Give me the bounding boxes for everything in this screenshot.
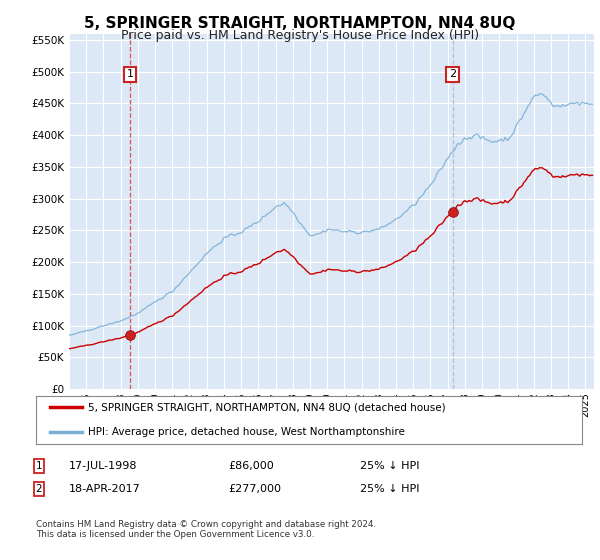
Text: Contains HM Land Registry data © Crown copyright and database right 2024.
This d: Contains HM Land Registry data © Crown c… [36,520,376,539]
Text: Price paid vs. HM Land Registry's House Price Index (HPI): Price paid vs. HM Land Registry's House … [121,29,479,42]
Text: 1: 1 [127,69,133,80]
Text: HPI: Average price, detached house, West Northamptonshire: HPI: Average price, detached house, West… [88,427,405,437]
Text: 17-JUL-1998: 17-JUL-1998 [69,461,137,471]
Text: 2: 2 [449,69,456,80]
Text: 25% ↓ HPI: 25% ↓ HPI [360,461,419,471]
Text: £86,000: £86,000 [228,461,274,471]
Text: 18-APR-2017: 18-APR-2017 [69,484,141,494]
Text: 25% ↓ HPI: 25% ↓ HPI [360,484,419,494]
Text: 1: 1 [35,461,43,471]
Text: 5, SPRINGER STRAIGHT, NORTHAMPTON, NN4 8UQ (detached house): 5, SPRINGER STRAIGHT, NORTHAMPTON, NN4 8… [88,402,445,412]
Text: 2: 2 [35,484,43,494]
Text: 5, SPRINGER STRAIGHT, NORTHAMPTON, NN4 8UQ: 5, SPRINGER STRAIGHT, NORTHAMPTON, NN4 8… [85,16,515,31]
Text: £277,000: £277,000 [228,484,281,494]
